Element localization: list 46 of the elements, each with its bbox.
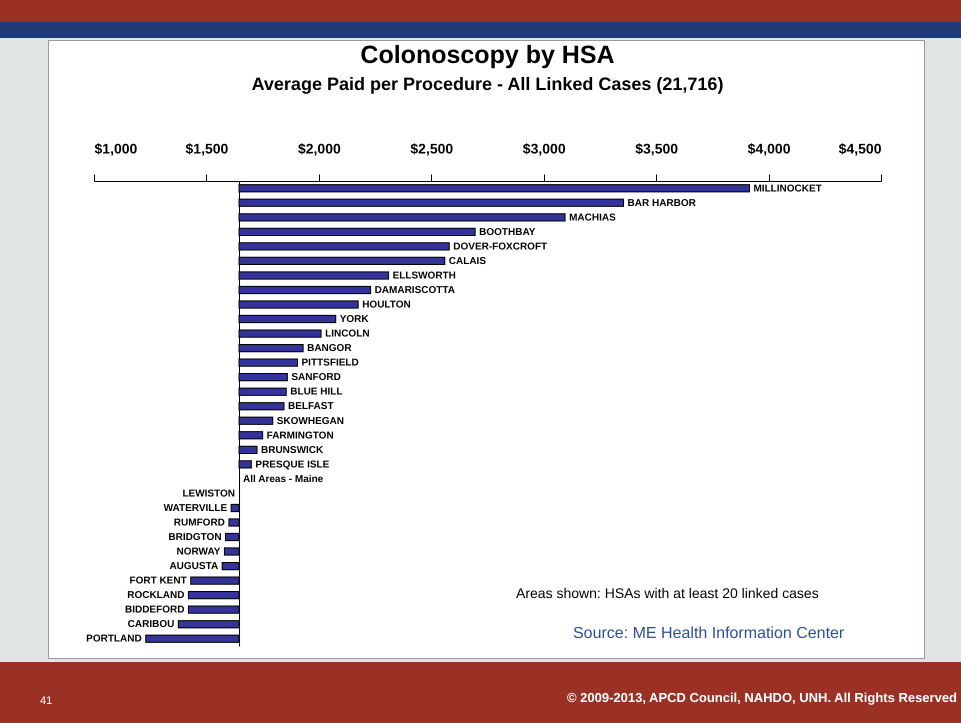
y-tick-label: YORK [340, 314, 370, 326]
x-tick-label: $1,000 [94, 140, 138, 156]
y-tick-label: WATERVILLE [164, 502, 228, 514]
y-tick-label: FARMINGTON [266, 430, 334, 442]
y-tick-label: RUMFORD [174, 517, 225, 528]
y-tick-label: BANGOR [307, 343, 352, 354]
y-tick-label: BAR HARBOR [628, 198, 697, 209]
y-tick-label: NORWAY [176, 546, 221, 558]
y-tick-label: SANFORD [291, 372, 341, 384]
x-tick-label: $3,500 [635, 140, 678, 156]
x-tick-label: $1,500 [186, 140, 229, 156]
y-tick-label: ELLSWORTH [392, 270, 456, 282]
annotation: Source: ME Health Information Center [573, 625, 844, 643]
y-tick-label: MILLINOCKET [753, 183, 822, 194]
y-tick-label: ROCKLAND [127, 590, 184, 602]
y-tick-label: PRESQUE ISLE [255, 459, 330, 470]
x-tick-label: $4,500 [838, 140, 882, 156]
y-tick-label: HOULTON [362, 300, 411, 311]
y-tick-label: LINCOLN [325, 328, 370, 340]
y-tick-label: DOVER-FOXCROFT [453, 241, 548, 252]
x-tick-label: $4,000 [748, 140, 791, 156]
y-tick-label: BOOTHBAY [479, 226, 536, 238]
y-tick-label: BELFAST [288, 401, 334, 412]
y-tick-label: PITTSFIELD [301, 358, 359, 369]
annotation: Areas shown: HSAs with at least 20 linked cases [516, 585, 819, 601]
y-tick-label: AUGUSTA [169, 561, 218, 572]
y-tick-label: BRUNSWICK [261, 444, 324, 456]
x-tick-label: $2,500 [410, 140, 454, 156]
y-tick-label: BIDDEFORD [124, 604, 184, 616]
x-tick-label: $2,000 [298, 140, 341, 156]
y-tick-label: BRIDGTON [168, 532, 222, 544]
y-tick-label: PORTLAND [86, 634, 142, 645]
chart-title: Colonoscopy by HSA [360, 41, 615, 69]
y-tick-label: DAMARISCOTTA [374, 284, 455, 296]
y-tick-label: CARIBOU [128, 619, 174, 630]
chart-subtitle: Average Paid per Procedure - All Linked Cases (21,716) [252, 74, 724, 94]
y-tick-label: All Areas - Maine [243, 474, 324, 485]
text: © 2009-2013, APCD Council, NAHDO, UNH. All Rights Reserved [566, 690, 957, 705]
y-tick-label: BLUE HILL [290, 386, 342, 398]
y-tick-label: FORT KENT [129, 576, 187, 587]
y-tick-label: LEWISTON [182, 488, 236, 500]
y-tick-label: MACHIAS [569, 212, 616, 224]
y-tick-label: CALAIS [448, 256, 486, 267]
x-tick-label: $3,000 [522, 140, 566, 156]
text: 41 [40, 695, 52, 707]
y-tick-label: SKOWHEGAN [276, 416, 344, 427]
